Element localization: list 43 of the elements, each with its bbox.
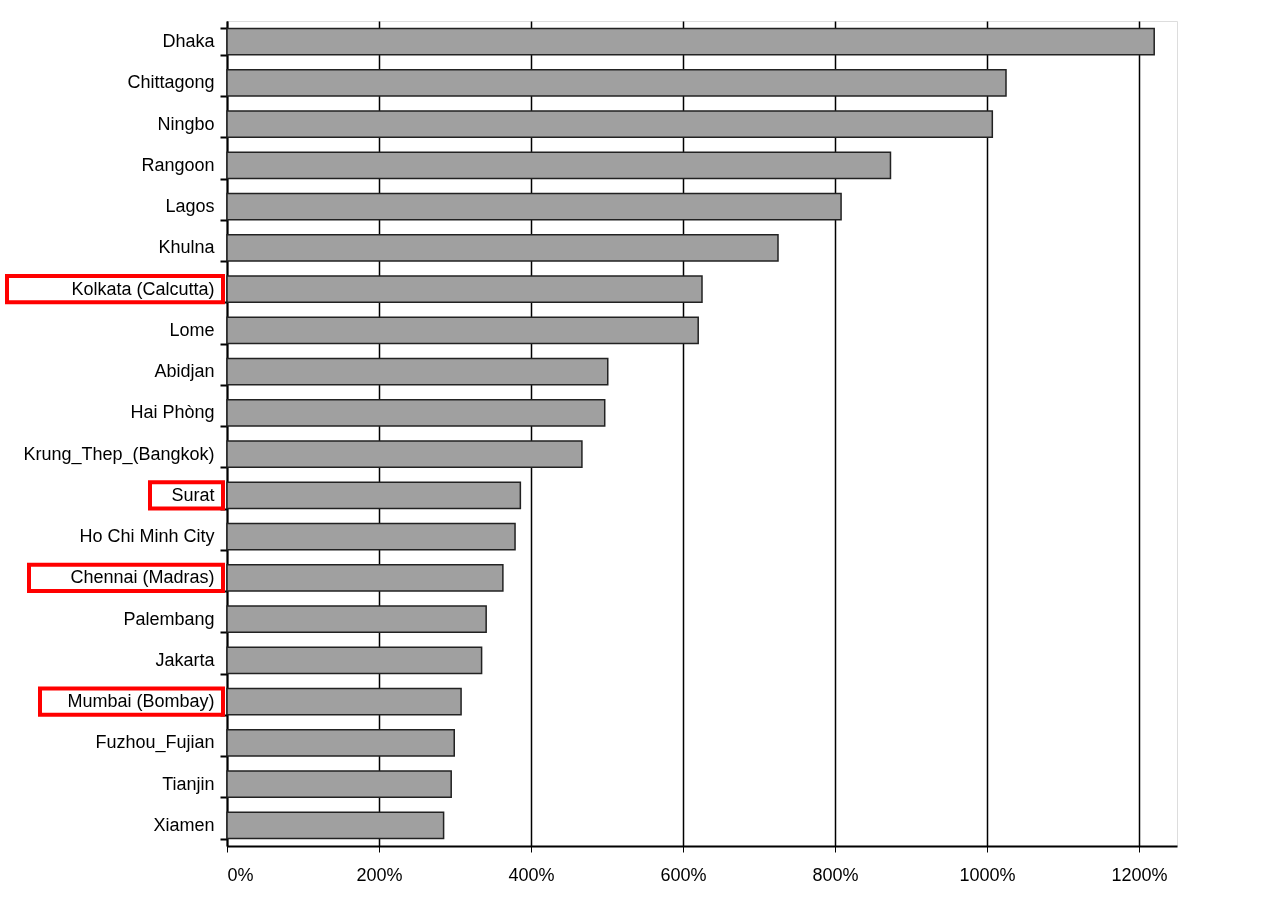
bar xyxy=(226,192,842,221)
bar xyxy=(226,151,892,180)
bar xyxy=(226,728,455,757)
bar xyxy=(226,440,583,469)
y-tick-label: Lagos xyxy=(165,196,215,217)
bar xyxy=(226,357,609,386)
x-tick-label: 600% xyxy=(660,864,707,885)
y-tick-label: Jakarta xyxy=(155,649,216,670)
bar xyxy=(226,27,1155,56)
x-tick-label: 400% xyxy=(508,864,555,885)
bar xyxy=(226,233,779,262)
y-tick-label: Lome xyxy=(169,319,215,340)
y-tick-label: Kolkata (Calcutta) xyxy=(71,278,215,299)
bar xyxy=(226,522,516,551)
bar xyxy=(226,811,445,840)
y-tick-label: Krung_Thep_(Bangkok) xyxy=(23,443,215,465)
bar xyxy=(226,68,1007,97)
bar xyxy=(226,316,699,345)
y-tick-label: Chennai (Madras) xyxy=(70,567,215,588)
bar xyxy=(226,605,487,634)
x-tick-label: 200% xyxy=(356,864,403,885)
y-tick-label: Tianjin xyxy=(162,773,215,794)
y-tick-label: Chittagong xyxy=(127,72,215,93)
bar xyxy=(226,398,606,427)
x-tick-label: 800% xyxy=(812,864,859,885)
bar xyxy=(226,646,483,675)
y-tick-label: Hai Phòng xyxy=(130,402,215,423)
x-tick-label: 1000% xyxy=(959,864,1016,885)
bar xyxy=(226,110,994,139)
y-tick-label: Mumbai (Bombay) xyxy=(67,691,215,712)
y-tick-label: Ningbo xyxy=(157,113,215,134)
y-tick-label: Rangoon xyxy=(141,154,215,175)
y-tick-label: Xiamen xyxy=(153,814,215,835)
y-tick-label: Fuzhou_Fujian xyxy=(95,732,215,754)
y-tick-label: Ho Chi Minh City xyxy=(79,526,215,547)
x-tick-label: 1200% xyxy=(1111,864,1168,885)
y-tick-label: Dhaka xyxy=(162,31,216,52)
y-tick-label: Khulna xyxy=(158,237,216,258)
y-tick-label: Surat xyxy=(171,484,215,505)
bar xyxy=(226,770,452,799)
y-tick-label: Palembang xyxy=(123,608,215,629)
x-tick-label: 0% xyxy=(227,864,254,885)
y-tick-label: Abidjan xyxy=(154,361,215,382)
